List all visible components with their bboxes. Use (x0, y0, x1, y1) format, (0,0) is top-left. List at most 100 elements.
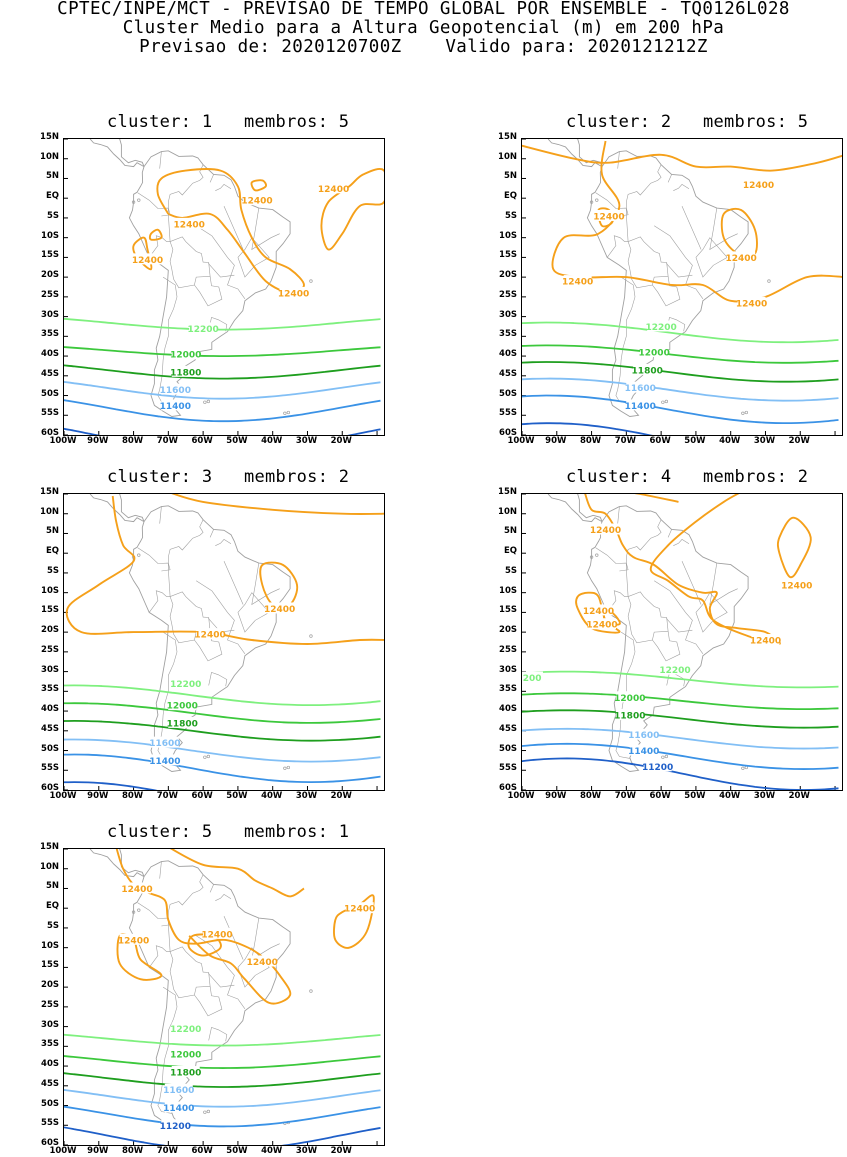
contour-label-background (171, 1048, 200, 1060)
country-border (251, 918, 280, 961)
lon-tick-label: 80W (121, 436, 144, 446)
contour-label: 12000 (170, 351, 201, 361)
contour-label-background (737, 296, 766, 308)
country-border (709, 563, 738, 606)
contour-line-12200 (64, 684, 381, 706)
lat-tick-label: EQ (45, 191, 59, 202)
lon-tick-label: 30W (295, 436, 318, 446)
contour-line-11400 (64, 1105, 381, 1128)
contour-label-background (133, 253, 162, 265)
country-border (215, 539, 232, 546)
contour-line-12200 (522, 670, 839, 689)
lat-tick-label: 10N (40, 151, 59, 162)
contour-line-12400 (148, 228, 163, 241)
country-border (251, 208, 280, 251)
central-america-coastline (118, 494, 145, 522)
country-border (673, 539, 690, 546)
lon-tick-label: 40W (261, 791, 283, 801)
central-america-coastline (89, 139, 145, 168)
lon-tick-label: 100W (507, 436, 535, 446)
contour-line-11800 (522, 709, 839, 729)
contour-label: 12200 (170, 680, 201, 690)
contour-label-background (584, 604, 613, 616)
lat-tick-label: 15N (40, 132, 59, 142)
contour-label-background (615, 691, 644, 703)
lat-tick-label: 15N (40, 842, 59, 852)
lon-tick-label: 20W (330, 1146, 352, 1156)
contour-line-11400 (64, 399, 381, 423)
lat-tick-label: 60S (41, 783, 59, 793)
lat-tick-label: 40S (499, 349, 517, 360)
lat-tick-label: 10S (499, 585, 517, 596)
map-plot: 12400 12400 12400 12400 12400 12200 2200 12000 1… (522, 494, 839, 790)
contour-label: 11400 (160, 402, 191, 412)
contour-label: 11600 (160, 386, 191, 396)
island (131, 200, 136, 204)
lat-tick-label: 30S (41, 664, 59, 675)
island (661, 755, 665, 759)
lat-tick-label: 50S (41, 388, 59, 399)
lon-tick-label: 100W (507, 791, 535, 801)
country-border (617, 151, 620, 169)
lat-tick-label: 50S (41, 743, 59, 754)
contour-label: 11200 (160, 1122, 191, 1132)
central-america-coastline (547, 494, 603, 523)
contour-line-11200 (522, 757, 839, 790)
lon-tick-label: 40W (261, 1146, 283, 1156)
country-border (215, 894, 232, 901)
island (203, 1110, 207, 1114)
country-border (666, 672, 686, 687)
lat-tick-label: 60S (41, 428, 59, 438)
lat-tick-label: 35S (41, 1039, 59, 1050)
country-border (209, 174, 214, 183)
country-border (626, 519, 662, 569)
island (131, 910, 136, 914)
contour-label-background (629, 744, 658, 756)
country-border (654, 225, 670, 236)
lat-tick-label: 25S (499, 289, 517, 300)
contour-line-11600 (64, 738, 381, 763)
island (661, 400, 665, 404)
country-border (194, 631, 223, 662)
lon-tick-label: 70W (614, 791, 636, 801)
contour-label: 12200 (659, 666, 690, 676)
lat-tick-label: 50S (41, 1098, 59, 1109)
contour-line-12400 (522, 144, 842, 172)
country-border (673, 184, 690, 191)
country-border (615, 631, 636, 759)
lat-tick-label: 30S (499, 664, 517, 675)
island (767, 279, 771, 283)
contour-label: 12400 (241, 197, 272, 207)
lat-tick-label: 55S (499, 763, 517, 774)
contour-line-12200 (64, 1033, 381, 1047)
contour-line-12000 (522, 344, 839, 364)
contour-label-background (782, 578, 811, 590)
contour-line-12400 (250, 179, 267, 192)
country-border (595, 547, 629, 613)
lat-tick-label: 20S (41, 980, 59, 991)
lat-tick-label: 35S (499, 329, 517, 340)
island (741, 411, 745, 415)
contour-label-background (588, 618, 616, 630)
country-border (161, 563, 171, 572)
contour-label: 12000 (639, 349, 670, 359)
map-plot: 12400 12400 12400 12400 12400 12200 12000 11800… (522, 139, 842, 435)
lat-tick-label: 25S (41, 644, 59, 655)
contour-label: 11400 (149, 757, 180, 767)
lon-tick-label: 70W (156, 791, 178, 801)
contour-label: 12200 (187, 325, 218, 335)
lat-tick-label: 10S (41, 585, 59, 596)
contour-label-background (161, 399, 190, 411)
country-border (169, 591, 211, 644)
lat-tick-label: 10S (41, 940, 59, 951)
island (206, 1109, 210, 1114)
country-border (194, 986, 223, 1017)
island (137, 908, 141, 912)
lat-tick-label: 15S (499, 250, 517, 261)
island (203, 755, 207, 759)
lat-tick-label: 5N (503, 526, 517, 537)
country-border (223, 915, 244, 960)
lat-tick-label: 15S (41, 960, 59, 971)
island (286, 410, 290, 415)
lat-tick-label: 55S (41, 408, 59, 419)
